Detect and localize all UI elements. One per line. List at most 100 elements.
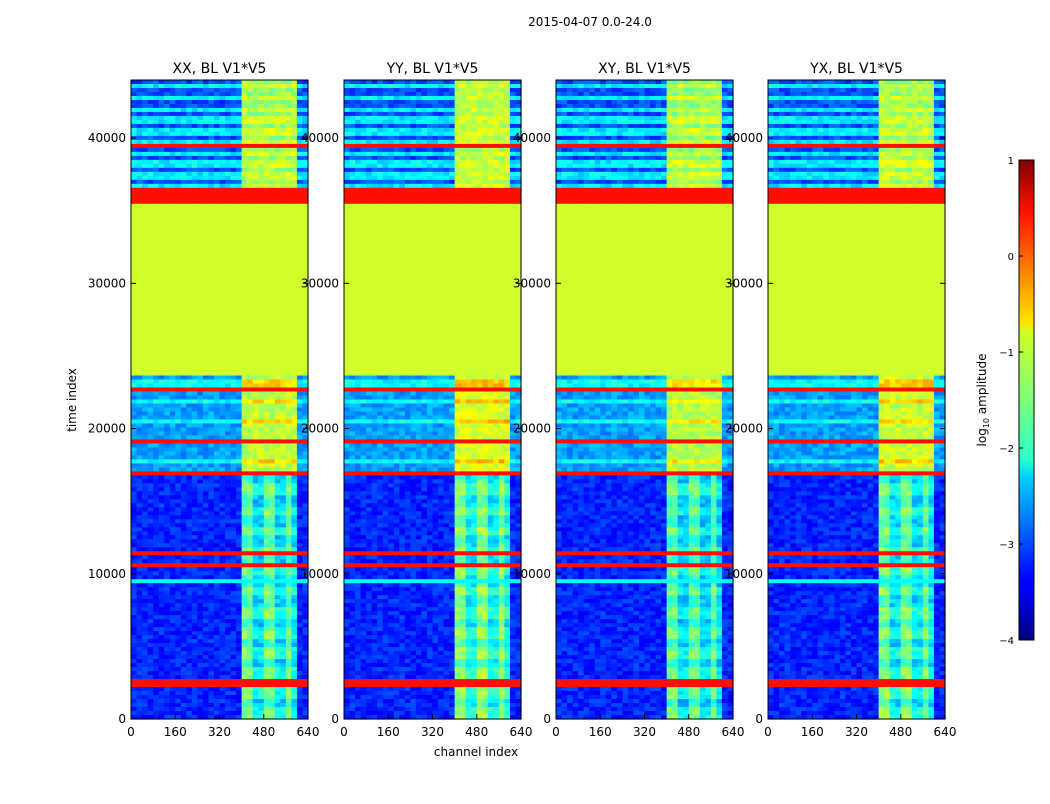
heatmap-cell	[142, 463, 149, 468]
heatmap-cell	[191, 167, 198, 173]
figure-suptitle: 2015-04-07 0.0-24.0	[528, 15, 652, 29]
heatmap-cell	[263, 407, 270, 413]
heatmap-cell	[269, 579, 276, 584]
heatmap-cell	[285, 203, 293, 209]
heatmap-cell	[191, 335, 198, 341]
heatmap-cell	[164, 559, 171, 564]
heatmap-cell	[302, 395, 309, 401]
heatmap-cell	[164, 643, 171, 648]
heatmap-cell	[142, 443, 149, 449]
heatmap-cell	[263, 439, 270, 445]
heatmap-cell	[241, 667, 248, 672]
heatmap-cell	[147, 131, 154, 137]
heatmap-cell	[158, 235, 165, 241]
heatmap-cell	[225, 591, 232, 596]
heatmap-cell	[230, 627, 237, 632]
heatmap-cell	[296, 679, 304, 684]
heatmap-cell	[197, 623, 204, 628]
heatmap-cell	[296, 619, 304, 624]
heatmap-cell	[241, 327, 248, 333]
heatmap-cell	[136, 207, 143, 213]
heatmap-cell	[280, 347, 287, 353]
heatmap-cell	[236, 675, 243, 680]
heatmap-cell	[280, 139, 287, 145]
heatmap-cell	[252, 359, 259, 365]
heatmap-cell	[136, 683, 143, 688]
heatmap-cell	[180, 647, 187, 652]
heatmap-cell	[142, 595, 149, 600]
heatmap-cell	[269, 607, 276, 612]
heatmap-cell	[225, 471, 232, 476]
heatmap-cell	[230, 663, 237, 668]
heatmap-cell	[202, 635, 210, 640]
heatmap-cell	[147, 223, 154, 229]
heatmap-cell	[213, 443, 221, 449]
heatmap-cell	[186, 183, 193, 189]
heatmap-cell	[269, 683, 276, 688]
heatmap-cell	[263, 695, 270, 700]
heatmap-cell	[164, 675, 171, 680]
heatmap-cell	[180, 95, 187, 101]
heatmap-cell	[302, 563, 309, 568]
heatmap-cell	[230, 467, 237, 472]
heatmap-cell	[263, 443, 270, 449]
heatmap-cell	[225, 595, 232, 600]
heatmap-cell	[169, 371, 176, 377]
heatmap-cell	[230, 331, 237, 337]
heatmap-cell	[213, 375, 221, 381]
heatmap-cell	[191, 223, 198, 229]
heatmap-cell	[285, 403, 293, 409]
heatmap-cell	[186, 387, 193, 393]
heatmap-cell	[252, 267, 259, 273]
heatmap-cell	[158, 331, 165, 337]
heatmap-cell	[247, 407, 254, 413]
heatmap-cell	[158, 491, 165, 496]
heatmap-cell	[258, 387, 265, 393]
heatmap-cell	[213, 251, 221, 257]
heatmap-cell	[230, 643, 237, 648]
heatmap-cell	[180, 203, 187, 209]
heatmap-cell	[131, 215, 138, 221]
heatmap-cell	[186, 275, 193, 281]
heatmap-cell	[241, 87, 248, 93]
heatmap-cell	[285, 239, 293, 245]
heatmap-cell	[285, 387, 293, 393]
heatmap-cell	[247, 251, 254, 257]
heatmap-cell	[186, 391, 193, 397]
heatmap-cell	[136, 103, 143, 109]
heatmap-cell	[213, 307, 221, 313]
heatmap-cell	[252, 207, 259, 213]
heatmap-cell	[274, 543, 281, 548]
heatmap-cell	[142, 151, 149, 157]
heatmap-cell	[136, 659, 143, 664]
heatmap-cell	[280, 323, 287, 329]
heatmap-cell	[213, 627, 221, 632]
heatmap-cell	[175, 331, 182, 337]
heatmap-cell	[280, 319, 287, 325]
heatmap-cell	[186, 571, 193, 576]
heatmap-cell	[291, 575, 298, 580]
heatmap-cell	[153, 83, 160, 89]
heatmap-cell	[164, 403, 171, 409]
heatmap-cell	[219, 679, 226, 684]
heatmap-cell	[208, 647, 215, 652]
heatmap-cell	[280, 351, 287, 357]
heatmap-cell	[142, 479, 149, 484]
heatmap-cell	[241, 651, 248, 656]
heatmap-cell	[252, 443, 259, 449]
heatmap-cell	[169, 691, 176, 696]
heatmap-cell	[131, 615, 138, 620]
heatmap-cell	[153, 103, 160, 109]
heatmap-cell	[175, 499, 182, 504]
heatmap-cell	[202, 183, 210, 189]
heatmap-cell	[280, 407, 287, 413]
heatmap-cell	[158, 619, 165, 624]
heatmap-cell	[302, 287, 309, 293]
heatmap-cell	[153, 523, 160, 528]
heatmap-cell	[197, 303, 204, 309]
heatmap-cell	[186, 367, 193, 373]
heatmap-cell	[136, 559, 143, 564]
heatmap-cell	[136, 355, 143, 361]
heatmap-cell	[285, 227, 293, 233]
heatmap-cell	[280, 511, 287, 516]
